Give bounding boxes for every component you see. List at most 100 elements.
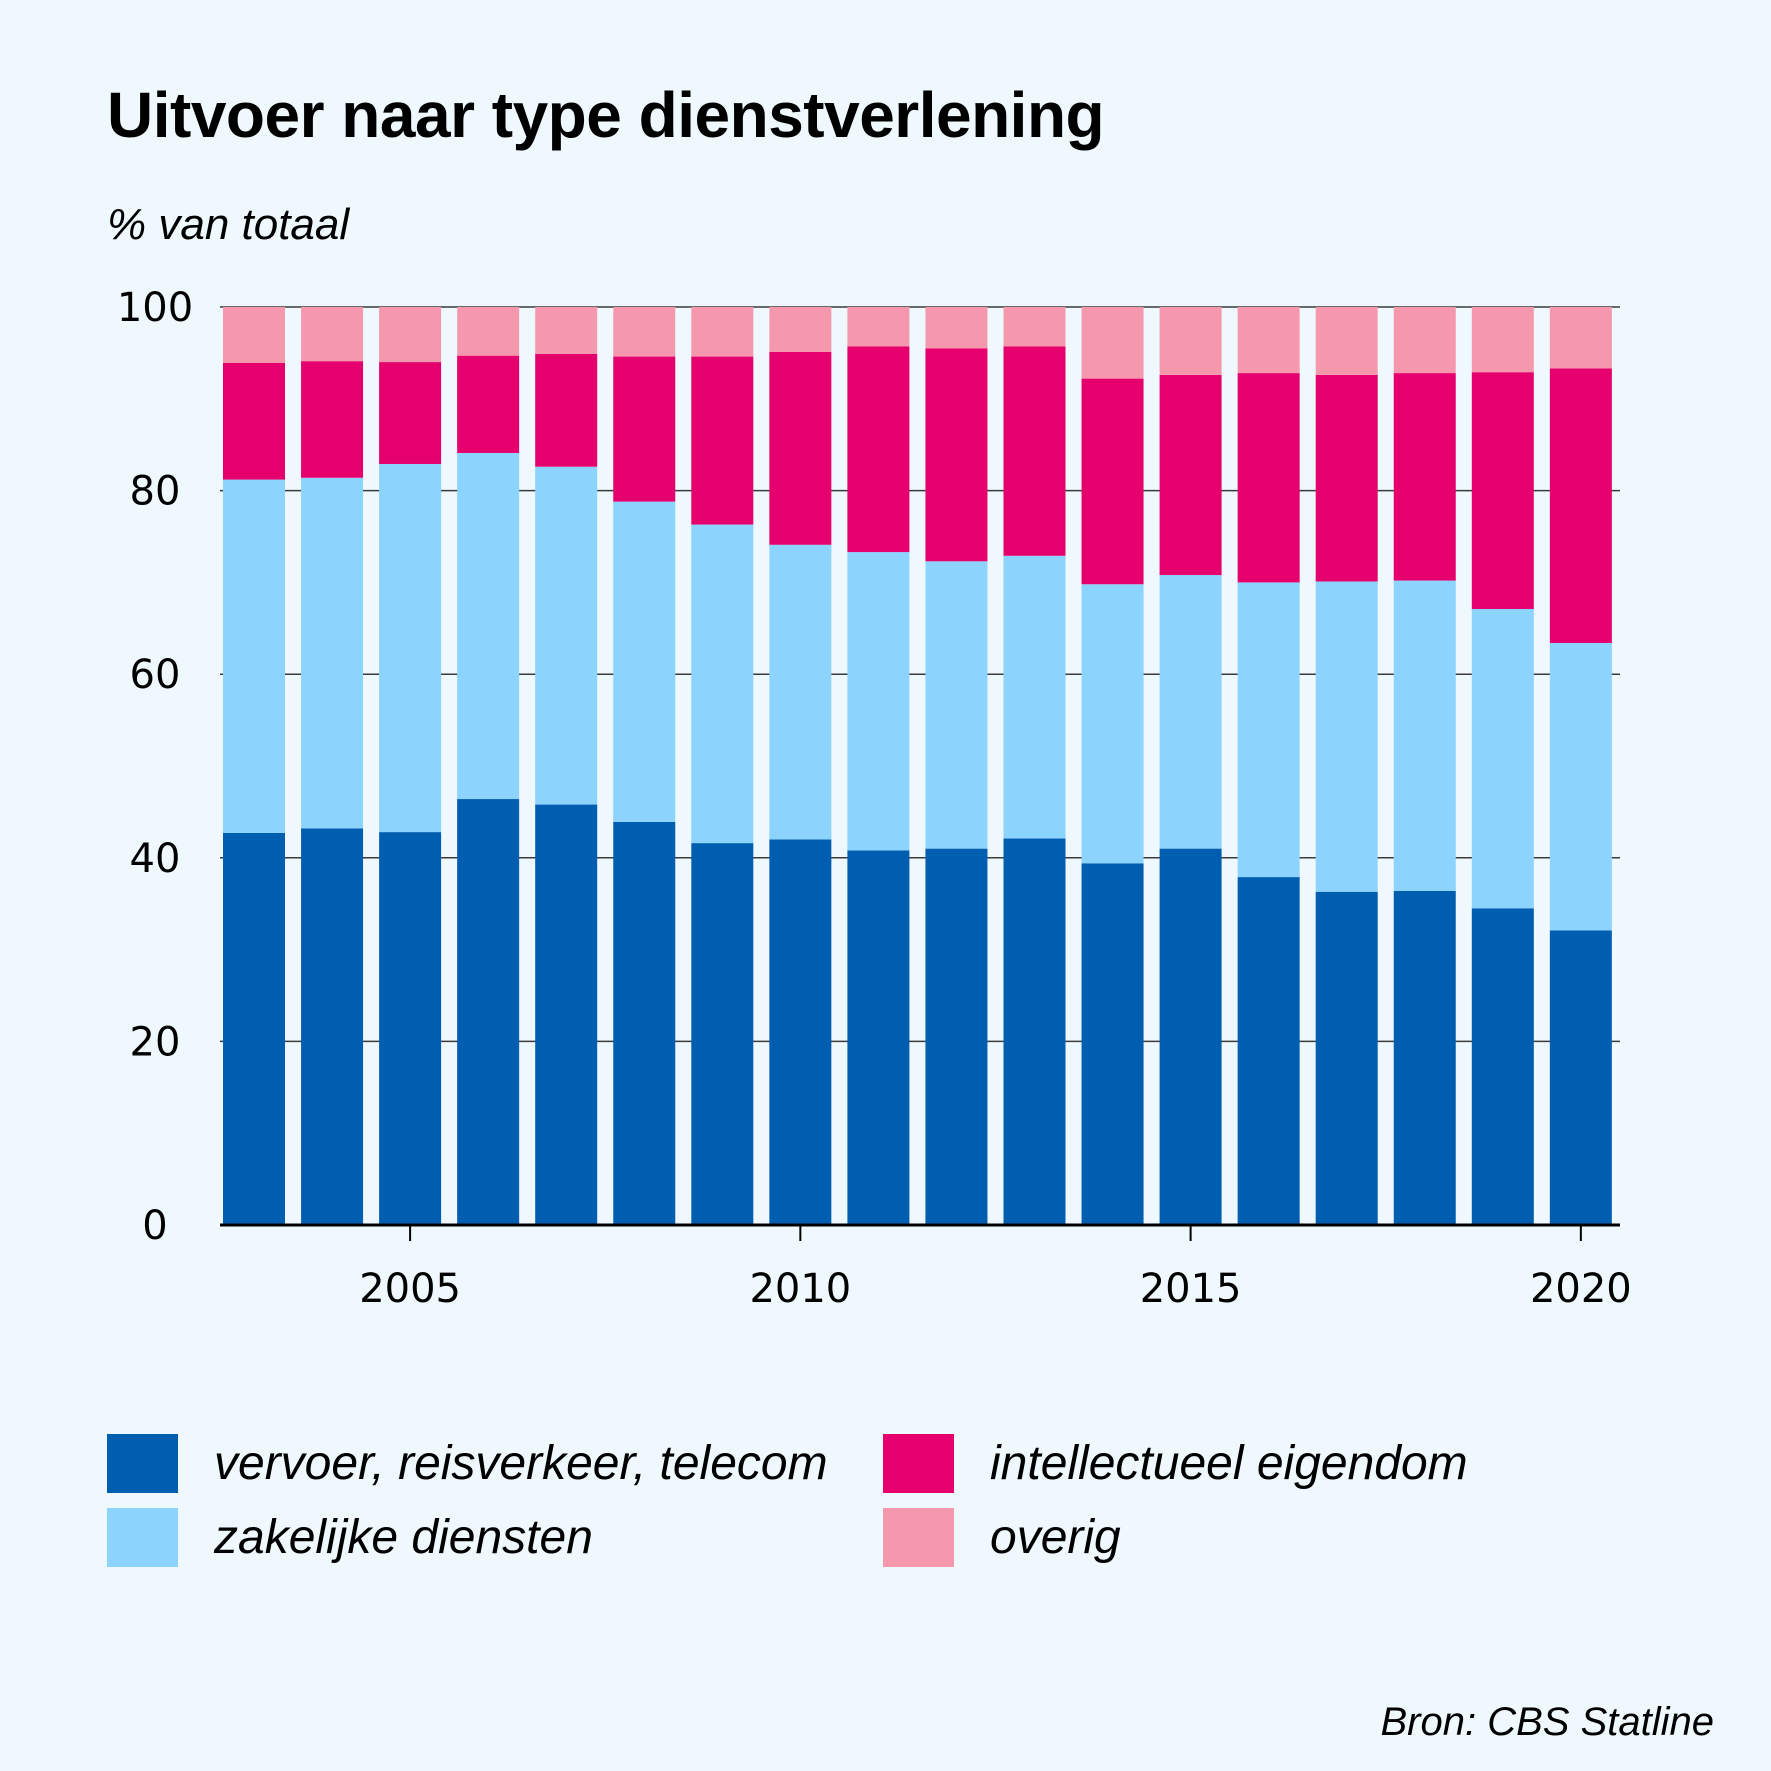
bar-2011-intellectueel-eigendom xyxy=(847,346,910,553)
bar-2012-overig xyxy=(925,307,988,349)
legend-label-vervoer: vervoer, reisverkeer, telecom xyxy=(214,1437,828,1490)
chart-title: Uitvoer naar type dienstverlening xyxy=(107,79,1105,151)
bar-2005-vervoer-reisverkeer-telecom xyxy=(379,832,442,1225)
legend-item-vervoer: vervoer, reisverkeer, telecom xyxy=(107,1434,828,1493)
bar-2017-overig xyxy=(1315,307,1378,375)
bar-2010-intellectueel-eigendom xyxy=(769,351,832,545)
gridlines xyxy=(220,306,1620,1043)
bar-2006-overig xyxy=(457,307,520,356)
bar-2013-overig xyxy=(1003,307,1066,347)
bar-2018-overig xyxy=(1393,307,1456,374)
legend-label-overig: overig xyxy=(990,1511,1121,1564)
bar-2003-vervoer-reisverkeer-telecom xyxy=(223,833,285,1225)
legend-item-intellectueel-eigendom: intellectueel eigendom xyxy=(883,1434,1468,1493)
bar-2019-intellectueel-eigendom xyxy=(1471,372,1534,610)
bar-2007-vervoer-reisverkeer-telecom xyxy=(535,804,598,1225)
bar-2017-zakelijke-diensten xyxy=(1315,581,1378,892)
bar-2003-zakelijke-diensten xyxy=(223,479,285,834)
y-tick-label-0: 0 xyxy=(142,1203,167,1249)
x-tick-label-2010: 2010 xyxy=(749,1266,851,1312)
bar-2020-intellectueel-eigendom xyxy=(1549,368,1612,643)
bar-2019-zakelijke-diensten xyxy=(1471,609,1534,909)
bar-2008-overig xyxy=(613,307,676,357)
bar-2013-vervoer-reisverkeer-telecom xyxy=(1003,838,1066,1225)
x-tick-labels: 2005 2010 2015 2020 xyxy=(359,1266,1632,1312)
bar-2004-zakelijke-diensten xyxy=(301,477,364,829)
bar-2011-vervoer-reisverkeer-telecom xyxy=(847,850,910,1225)
x-tick-label-2020: 2020 xyxy=(1530,1266,1632,1312)
bar-2013-zakelijke-diensten xyxy=(1003,555,1066,839)
bar-2014-vervoer-reisverkeer-telecom xyxy=(1081,863,1144,1225)
bar-2005-intellectueel-eigendom xyxy=(379,362,442,464)
legend-swatch-zakelijke-diensten xyxy=(107,1508,178,1567)
bar-2006-zakelijke-diensten xyxy=(457,452,520,800)
bar-2009-intellectueel-eigendom xyxy=(691,356,754,525)
bar-2009-overig xyxy=(691,307,754,357)
y-axis-unit-label: % van totaal xyxy=(107,200,350,249)
bar-2014-zakelijke-diensten xyxy=(1081,584,1144,864)
bar-2010-overig xyxy=(769,307,832,352)
bar-2004-vervoer-reisverkeer-telecom xyxy=(301,828,364,1225)
bar-2005-overig xyxy=(379,307,442,363)
bar-2015-zakelijke-diensten xyxy=(1159,575,1222,849)
bar-2008-zakelijke-diensten xyxy=(613,501,676,822)
legend-item-overig: overig xyxy=(883,1508,1121,1567)
bar-2016-intellectueel-eigendom xyxy=(1237,373,1300,583)
bar-2007-zakelijke-diensten xyxy=(535,466,598,805)
bar-2014-intellectueel-eigendom xyxy=(1081,378,1144,585)
bar-2006-vervoer-reisverkeer-telecom xyxy=(457,799,520,1225)
bar-2017-intellectueel-eigendom xyxy=(1315,374,1378,582)
bar-2003-overig xyxy=(223,307,285,363)
legend-label-intellectueel-eigendom: intellectueel eigendom xyxy=(990,1437,1468,1490)
bar-2016-overig xyxy=(1237,307,1300,374)
bar-2012-zakelijke-diensten xyxy=(925,561,988,849)
bar-2015-vervoer-reisverkeer-telecom xyxy=(1159,848,1222,1225)
bar-2007-intellectueel-eigendom xyxy=(535,353,598,467)
legend-swatch-overig xyxy=(883,1508,954,1567)
bar-2016-vervoer-reisverkeer-telecom xyxy=(1237,877,1300,1225)
bar-2004-overig xyxy=(301,307,364,362)
source-note: Bron: CBS Statline xyxy=(1380,1700,1715,1744)
bar-2018-vervoer-reisverkeer-telecom xyxy=(1393,890,1456,1225)
bar-2008-intellectueel-eigendom xyxy=(613,356,676,502)
bar-2019-overig xyxy=(1471,307,1534,373)
bar-2007-overig xyxy=(535,307,598,354)
bar-2011-overig xyxy=(847,307,910,347)
axes xyxy=(220,1223,1620,1241)
legend-swatch-vervoer xyxy=(107,1434,178,1493)
bar-2016-zakelijke-diensten xyxy=(1237,582,1300,878)
bar-2010-zakelijke-diensten xyxy=(769,544,832,840)
bar-2008-vervoer-reisverkeer-telecom xyxy=(613,821,676,1225)
legend-item-zakelijke-diensten: zakelijke diensten xyxy=(107,1508,593,1567)
y-tick-label-100: 100 xyxy=(117,285,193,331)
bar-2009-zakelijke-diensten xyxy=(691,524,754,844)
bar-2020-overig xyxy=(1549,307,1612,369)
bar-2003-intellectueel-eigendom xyxy=(223,362,285,480)
bar-stacks xyxy=(223,307,1612,1225)
x-tick-label-2005: 2005 xyxy=(359,1266,461,1312)
y-tick-label-20: 20 xyxy=(130,1019,181,1065)
bar-2010-vervoer-reisverkeer-telecom xyxy=(769,839,832,1225)
bar-2015-intellectueel-eigendom xyxy=(1159,374,1222,576)
bar-2020-zakelijke-diensten xyxy=(1549,642,1612,931)
bar-2004-intellectueel-eigendom xyxy=(301,361,364,478)
bar-2005-zakelijke-diensten xyxy=(379,463,442,833)
y-tick-label-60: 60 xyxy=(130,652,181,698)
legend-swatch-intellectueel-eigendom xyxy=(883,1434,954,1493)
bar-2015-overig xyxy=(1159,307,1222,375)
y-tick-labels: 0 20 40 60 80 100 xyxy=(117,285,193,1249)
bar-2011-zakelijke-diensten xyxy=(847,552,910,851)
bar-2013-intellectueel-eigendom xyxy=(1003,346,1066,556)
bar-2014-overig xyxy=(1081,307,1144,379)
bar-2009-vervoer-reisverkeer-telecom xyxy=(691,843,754,1225)
y-tick-label-80: 80 xyxy=(130,469,181,515)
bar-2012-intellectueel-eigendom xyxy=(925,348,988,562)
bar-2012-vervoer-reisverkeer-telecom xyxy=(925,848,988,1225)
bar-2017-vervoer-reisverkeer-telecom xyxy=(1315,891,1378,1225)
y-tick-label-40: 40 xyxy=(130,836,181,882)
bar-2020-vervoer-reisverkeer-telecom xyxy=(1549,930,1612,1225)
bar-2006-intellectueel-eigendom xyxy=(457,355,520,453)
x-tick-label-2015: 2015 xyxy=(1140,1266,1242,1312)
